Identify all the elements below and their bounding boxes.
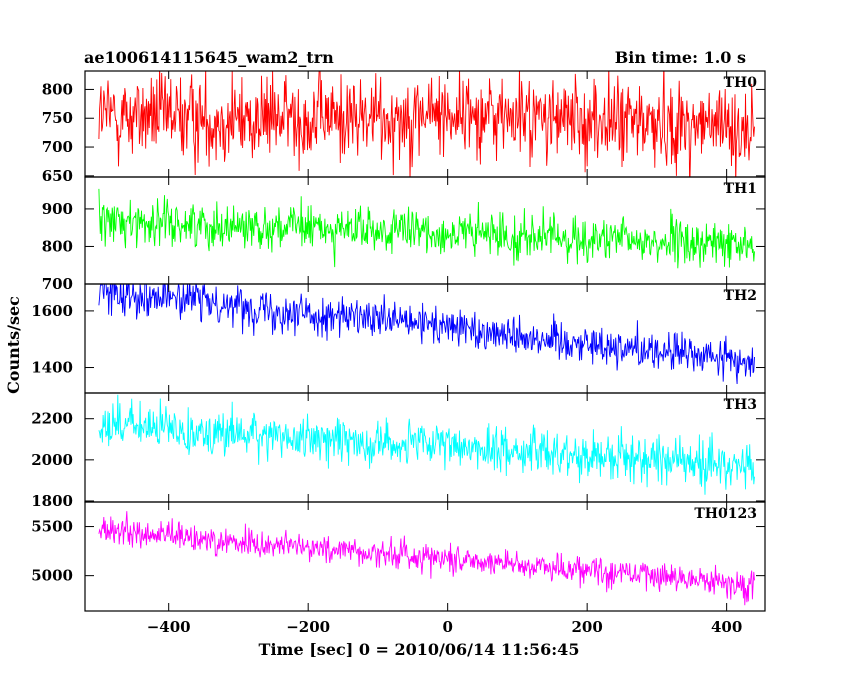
panel-label: TH1 — [724, 181, 757, 197]
panel-label: TH0123 — [694, 506, 757, 522]
series-line-th2 — [98, 284, 755, 385]
x-axis-label: Time [sec] 0 = 2010/06/14 11:56:45 — [259, 640, 580, 659]
x-tick-label: −200 — [286, 618, 330, 636]
x-tick-label: 400 — [711, 618, 742, 636]
y-tick-label: 2200 — [31, 410, 73, 428]
panel-label: TH0 — [724, 75, 758, 91]
chart-title: ae100614115645_wam2_trn — [84, 48, 334, 67]
series-line-th3 — [98, 394, 755, 495]
panel-frame — [84, 176, 766, 285]
y-tick-label: 700 — [42, 275, 73, 293]
y-tick-label: 1600 — [31, 302, 73, 320]
y-axis-label: Counts/sec — [4, 296, 23, 394]
x-tick-label: 0 — [442, 618, 452, 636]
y-tick-label: 2000 — [31, 451, 73, 469]
y-tick-label: 800 — [42, 80, 73, 98]
panels-group: 650 700 750 800 TH0 700 800 900 TH1 1400 1600 TH2 18… — [31, 70, 766, 612]
x-axis: −400 −200 0 200 400 — [147, 618, 743, 636]
y-tick-label: 700 — [42, 138, 73, 156]
panel-th2: 1400 1600 TH2 — [31, 283, 766, 394]
panel-label: TH3 — [724, 397, 757, 413]
y-tick-label: 1400 — [31, 359, 73, 377]
y-tick-label: 750 — [42, 109, 73, 127]
bin-time-label: Bin time: 1.0 s — [615, 48, 746, 67]
series-line-th1 — [98, 188, 755, 269]
y-tick-label: 650 — [42, 167, 73, 185]
y-tick-label: 800 — [42, 237, 73, 255]
panel-frame — [84, 501, 766, 612]
y-tick-label: 1800 — [31, 492, 73, 510]
panel-th3: 1800 2000 2200 TH3 — [31, 392, 766, 510]
series-line-th0 — [98, 71, 755, 177]
y-tick-label: 5500 — [31, 518, 73, 536]
y-tick-label: 900 — [42, 200, 73, 218]
x-tick-label: −400 — [147, 618, 191, 636]
panel-th0123: 5000 5500 TH0123 — [31, 501, 766, 612]
panel-th1: 700 800 900 TH1 — [42, 176, 766, 293]
y-tick-label: 5000 — [31, 567, 73, 585]
panel-label: TH2 — [724, 288, 757, 304]
series-line-th0123 — [98, 511, 755, 606]
x-tick-label: 200 — [571, 618, 602, 636]
panel-th0: 650 700 750 800 TH0 — [42, 70, 766, 185]
